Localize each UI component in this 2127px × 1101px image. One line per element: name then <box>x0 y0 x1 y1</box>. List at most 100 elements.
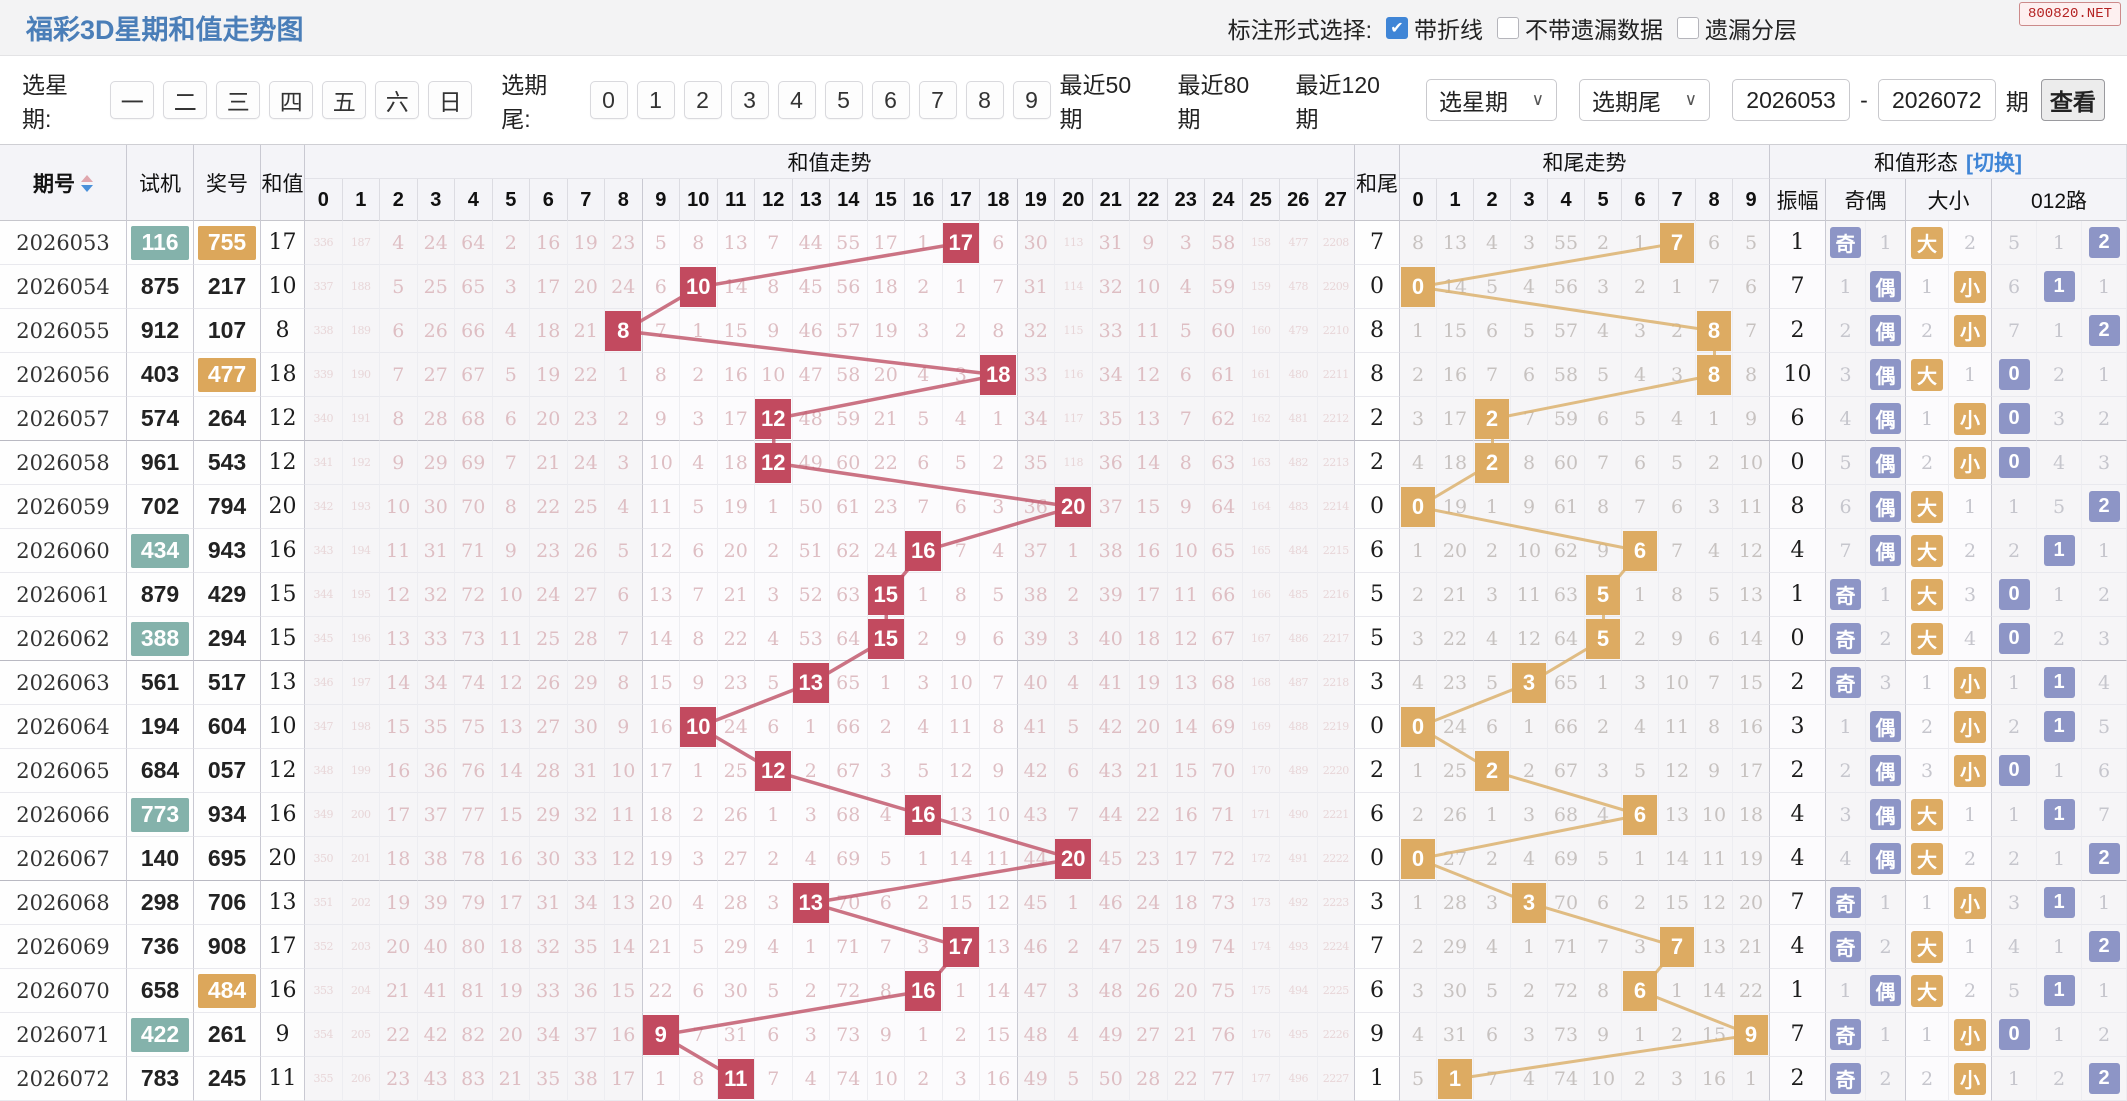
miss-value: 14 <box>986 979 1011 1002</box>
tail-trend-cell: 11 <box>1733 485 1770 529</box>
tail-trend-cell: 6 <box>1585 397 1622 441</box>
miss-value: 18 <box>536 319 561 342</box>
tail-button-4[interactable]: 4 <box>777 81 816 119</box>
size-cell: 1 <box>1906 397 1949 441</box>
amp-cell: 1 <box>1770 573 1826 617</box>
option-no-miss-data[interactable]: 不带遗漏数据 <box>1497 11 1663 45</box>
tail-button-7[interactable]: 7 <box>918 81 957 119</box>
week-button-六[interactable]: 六 <box>375 81 420 119</box>
sum-cell: 11 <box>261 1057 305 1101</box>
week-button-四[interactable]: 四 <box>269 81 314 119</box>
option-miss-layer[interactable]: 遗漏分层 <box>1677 11 1797 45</box>
miss-value: 492 <box>1288 896 1309 909</box>
miss-value: 37 <box>423 803 448 826</box>
range-to-input[interactable] <box>1877 79 1996 121</box>
sum-trend-cell: 8 <box>980 309 1018 353</box>
week-select-dropdown[interactable]: 选星期 ∨ <box>1425 79 1558 121</box>
miss-value: 1 <box>1920 891 1934 914</box>
sum-trend-cell: 10 <box>605 749 643 793</box>
miss-value: 31 <box>1098 231 1123 254</box>
miss-value: 2 <box>1707 451 1721 474</box>
miss-value: 10 <box>1590 1067 1616 1090</box>
size-cell: 1 <box>1949 353 1992 397</box>
week-button-五[interactable]: 五 <box>322 81 367 119</box>
miss-value: 7 <box>767 231 780 254</box>
sum-trend-cell: 13 <box>980 925 1018 969</box>
sum-trend-cell: 58 <box>1205 221 1243 265</box>
sum-trend-cell: 78 <box>455 837 493 881</box>
miss-value: 2226 <box>1322 1028 1350 1041</box>
range-from-input[interactable] <box>1732 79 1851 121</box>
tail-button-8[interactable]: 8 <box>965 81 1004 119</box>
parity-cell: 奇 <box>1826 925 1866 969</box>
parity-cell: 偶 <box>1866 529 1906 573</box>
miss-value: 7 <box>954 539 967 562</box>
recent-50-link[interactable]: 最近50期 <box>1059 72 1132 132</box>
miss-value: 14 <box>1442 275 1468 298</box>
view-button[interactable]: 查看 <box>2040 79 2105 121</box>
miss-value: 4 <box>1411 1023 1425 1046</box>
table-row: 2026061 879 429 15 344 195 12 32 72 10 24 27 6 13 7 21 3… <box>0 573 2127 617</box>
miss-value: 58 <box>836 363 861 386</box>
tail-button-1[interactable]: 1 <box>636 81 675 119</box>
miss-value: 5 <box>1522 319 1536 342</box>
tail-button-0[interactable]: 0 <box>589 81 628 119</box>
option-no-miss-data-label: 不带遗漏数据 <box>1525 17 1663 43</box>
miss-value: 4 <box>504 319 517 342</box>
miss-value: 1 <box>1920 275 1934 298</box>
week-button-二[interactable]: 二 <box>163 81 208 119</box>
week-button-一[interactable]: 一 <box>110 81 155 119</box>
miss-value: 63 <box>836 583 861 606</box>
miss-value: 21 <box>573 319 598 342</box>
tail-button-6[interactable]: 6 <box>871 81 910 119</box>
miss-value: 30 <box>536 847 561 870</box>
recent-120-link[interactable]: 最近120期 <box>1295 72 1380 132</box>
miss-value: 55 <box>1553 231 1579 254</box>
option-with-line[interactable]: ✔ 带折线 <box>1386 11 1483 45</box>
size-cell: 1 <box>1949 793 1992 837</box>
test-cell: 434 <box>127 529 194 573</box>
sum-cell: 13 <box>261 881 305 925</box>
route-badge: 2 <box>2088 315 2120 346</box>
week-button-日[interactable]: 日 <box>428 81 473 119</box>
sum-trend-cell: 339 <box>305 353 343 397</box>
checkbox-no-miss-data-icon[interactable] <box>1497 17 1519 39</box>
miss-value: 50 <box>1098 1067 1123 1090</box>
tail-trend-cell: 7 <box>1511 397 1548 441</box>
column-header-period[interactable]: 期号 <box>0 145 127 221</box>
miss-value: 1 <box>1411 891 1425 914</box>
table-row: 2026058 961 543 12 341 192 9 29 69 7 21 24 3 10 4 18 12 4… <box>0 441 2127 485</box>
sum-trend-cell: 46 <box>792 309 830 353</box>
miss-value: 3 <box>1670 1067 1684 1090</box>
recent-80-link[interactable]: 最近80期 <box>1177 72 1250 132</box>
miss-value: 1 <box>1879 891 1892 914</box>
week-button-三[interactable]: 三 <box>216 81 261 119</box>
tail-button-5[interactable]: 5 <box>824 81 863 119</box>
sum-trend-cell: 3 <box>867 749 905 793</box>
tail-button-9[interactable]: 9 <box>1012 81 1051 119</box>
miss-value: 4 <box>917 363 930 386</box>
checkbox-with-line-icon[interactable]: ✔ <box>1386 17 1408 39</box>
tail-button-3[interactable]: 3 <box>730 81 769 119</box>
miss-value: 1 <box>692 319 705 342</box>
miss-value: 61 <box>1211 363 1236 386</box>
miss-value: 56 <box>1553 275 1579 298</box>
miss-value: 354 <box>313 1028 334 1041</box>
miss-value: 4 <box>1522 275 1536 298</box>
test-cell: 574 <box>127 397 194 441</box>
miss-value: 12 <box>1516 627 1542 650</box>
tail-button-2[interactable]: 2 <box>683 81 722 119</box>
miss-value: 2225 <box>1322 984 1350 997</box>
route-badge: 1 <box>2043 711 2075 742</box>
tail-select-dropdown[interactable]: 选期尾 ∨ <box>1579 79 1711 121</box>
parity-cell: 2 <box>1826 309 1866 353</box>
switch-link[interactable]: [切换] <box>1966 151 2022 175</box>
route-cell: 1 <box>2037 925 2082 969</box>
miss-value: 2 <box>1633 275 1647 298</box>
checkbox-miss-layer-icon[interactable] <box>1677 17 1699 39</box>
miss-value: 6 <box>767 1023 780 1046</box>
miss-value: 32 <box>1023 319 1048 342</box>
miss-value: 28 <box>723 891 748 914</box>
period-value: 2026064 <box>16 714 110 739</box>
miss-value: 2227 <box>1322 1072 1350 1085</box>
